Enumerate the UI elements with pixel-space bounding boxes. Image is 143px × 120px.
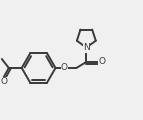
Text: O: O — [61, 63, 68, 72]
Text: O: O — [99, 57, 106, 66]
Text: O: O — [0, 77, 7, 86]
Text: N: N — [83, 43, 90, 52]
